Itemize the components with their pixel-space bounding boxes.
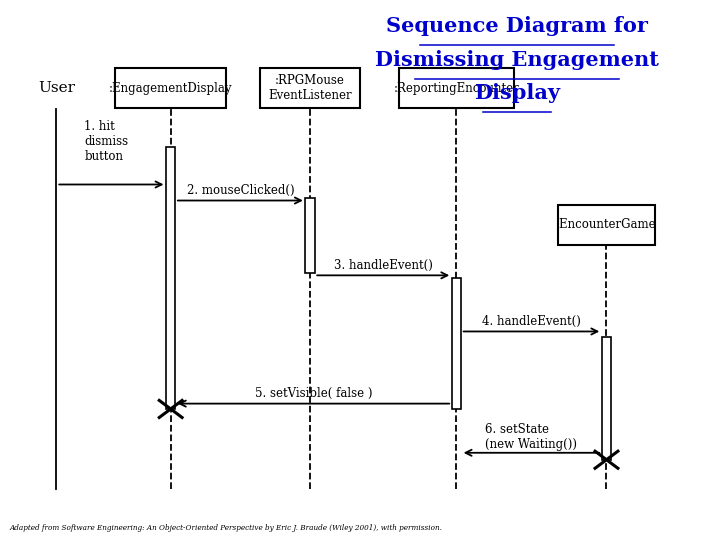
Text: :EncounterGame: :EncounterGame bbox=[556, 218, 657, 231]
Text: Dismissing Engagement: Dismissing Engagement bbox=[375, 50, 659, 70]
Text: 1. hit
dismiss
button: 1. hit dismiss button bbox=[84, 120, 128, 163]
Bar bbox=[558, 205, 654, 245]
Bar bbox=[166, 147, 175, 409]
Bar bbox=[260, 68, 360, 109]
Text: Sequence Diagram for: Sequence Diagram for bbox=[386, 16, 648, 36]
Text: :RPGMouse
EventListener: :RPGMouse EventListener bbox=[268, 75, 352, 102]
Text: 2. mouseClicked(): 2. mouseClicked() bbox=[187, 184, 294, 197]
Bar bbox=[400, 68, 513, 109]
Text: :ReportingEncounter: :ReportingEncounter bbox=[394, 82, 519, 95]
Text: 4. handleEvent(): 4. handleEvent() bbox=[482, 315, 581, 328]
Text: Display: Display bbox=[474, 84, 560, 104]
Bar bbox=[452, 278, 461, 409]
Text: 3. handleEvent(): 3. handleEvent() bbox=[334, 259, 433, 272]
Bar bbox=[602, 337, 611, 460]
Text: User: User bbox=[38, 82, 75, 95]
Text: Adapted from Software Engineering: An Object-Oriented Perspective by Eric J. Bra: Adapted from Software Engineering: An Ob… bbox=[10, 524, 443, 532]
Text: :EngagementDisplay: :EngagementDisplay bbox=[109, 82, 233, 95]
Text: 5. setVisible( false ): 5. setVisible( false ) bbox=[255, 387, 372, 400]
Bar bbox=[305, 198, 315, 273]
Text: 6. setState
(new Waiting()): 6. setState (new Waiting()) bbox=[485, 423, 577, 451]
Bar bbox=[115, 68, 226, 109]
